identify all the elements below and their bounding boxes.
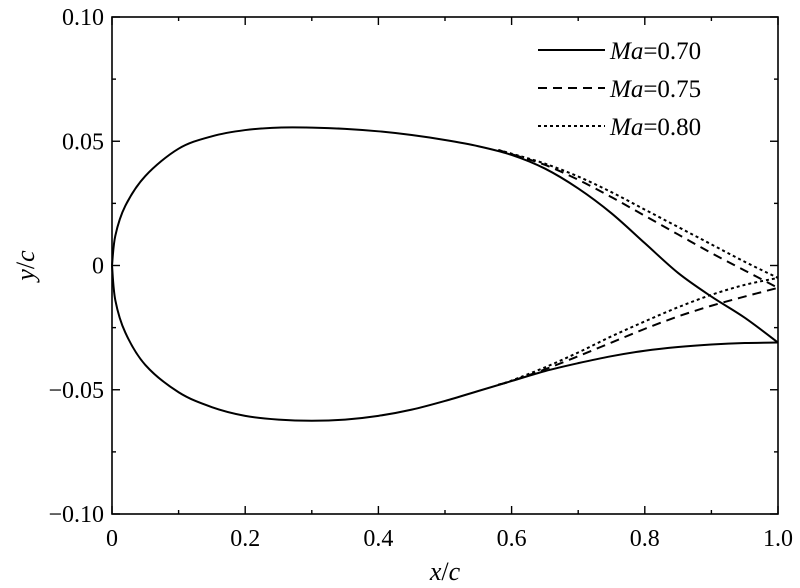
- y-tick-label: −0.10: [48, 502, 104, 528]
- y-tick-label: 0: [92, 254, 104, 280]
- series-group: [111, 126, 779, 422]
- x-tick-label: 0.4: [363, 526, 393, 552]
- x-tick-label: 0.2: [230, 526, 260, 552]
- legend-label-ma-0-80: Ma=0.80: [609, 114, 701, 141]
- x-tick-label: 0: [106, 526, 118, 552]
- series-ma-0-75-upper-line: [497, 148, 779, 289]
- y-tick-label: 0.05: [62, 129, 104, 155]
- x-axis-label: x/c: [429, 557, 461, 586]
- series-ma-0-80-upper-line: [498, 148, 779, 279]
- x-tick-label: 0.6: [497, 526, 527, 552]
- y-axis-label: y/c: [11, 250, 40, 284]
- x-tick-label: 0.8: [630, 526, 660, 552]
- series-ma-0-70-lower-line: [111, 265, 779, 422]
- legend-label-ma-0-75: Ma=0.75: [609, 76, 701, 103]
- y-tick-label: 0.10: [62, 5, 104, 31]
- legend-label-ma-0-70: Ma=0.70: [609, 38, 701, 65]
- x-tick-label: 1.0: [763, 526, 793, 552]
- legend: Ma=0.70 Ma=0.75 Ma=0.80: [538, 38, 701, 141]
- axis-labels-group: x/c y/c: [11, 250, 461, 586]
- series-ma-0-70-upper-line: [111, 126, 779, 344]
- series-ma-0-75-lower-line: [498, 286, 779, 386]
- y-tick-label: −0.05: [48, 378, 104, 404]
- series-ma-0-80-lower-line: [497, 276, 779, 386]
- ticks-group: 0 0.2 0.4 0.6 0.8 1.0 −0.10 −0.05 0 0.05 0.10: [48, 5, 793, 552]
